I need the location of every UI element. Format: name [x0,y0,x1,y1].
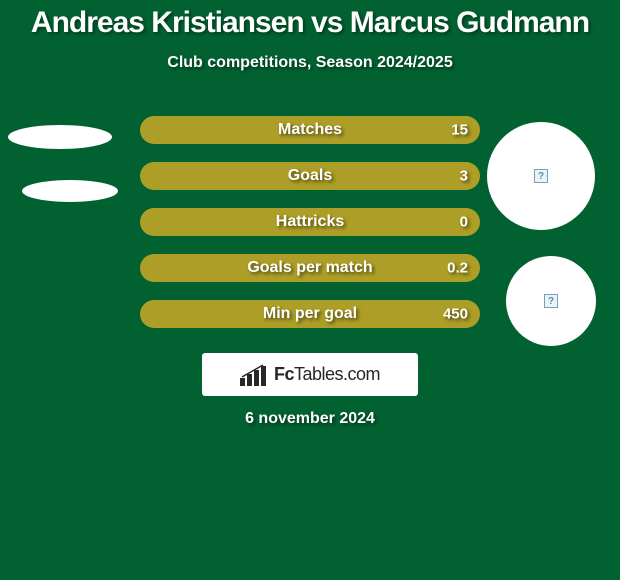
stat-bar-value: 0 [460,214,468,231]
stat-bar: Goals per match 0.2 [140,254,480,282]
stat-bar: Goals 3 [140,162,480,190]
stat-bar-value: 15 [451,122,468,139]
subtitle: Club competitions, Season 2024/2025 [0,54,620,72]
stat-bar-label: Goals per match [247,259,372,277]
image-placeholder-icon: ? [534,169,548,183]
player-ellipse [22,180,118,202]
stat-bar-label: Min per goal [263,305,357,323]
stat-bar: Matches 15 [140,116,480,144]
stat-bar-value: 450 [443,306,468,323]
stat-bars: Matches 15 Goals 3 Hattricks 0 Goals per match… [140,116,480,346]
stat-bar: Min per goal 450 [140,300,480,328]
logo-text: FcTables.com [274,364,380,385]
stat-bar-label: Hattricks [276,213,344,231]
image-placeholder-icon: ? [544,294,558,308]
player-avatar-placeholder: ? [506,256,596,346]
stat-bar-value: 0.2 [447,260,468,277]
bars-icon [240,364,270,386]
player-ellipse [8,125,112,149]
stat-bar-label: Goals [288,167,332,185]
stat-bar-value: 3 [460,168,468,185]
stat-bar-label: Matches [278,121,342,139]
fctables-logo: FcTables.com [202,353,418,396]
date-label: 6 november 2024 [245,410,375,428]
player-avatar-placeholder: ? [487,122,595,230]
stat-bar: Hattricks 0 [140,208,480,236]
page-title: Andreas Kristiansen vs Marcus Gudmann [0,0,620,40]
